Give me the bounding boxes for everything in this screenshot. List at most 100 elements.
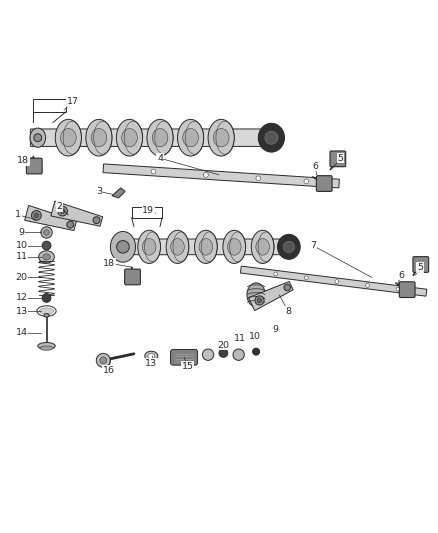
FancyBboxPatch shape xyxy=(330,151,346,167)
Circle shape xyxy=(304,276,308,280)
Ellipse shape xyxy=(213,128,229,147)
Text: 5: 5 xyxy=(417,263,423,272)
Text: 18: 18 xyxy=(18,156,29,165)
Circle shape xyxy=(204,173,208,177)
Bar xyxy=(33,99,66,111)
Polygon shape xyxy=(25,205,76,231)
Ellipse shape xyxy=(183,128,198,147)
Text: 8: 8 xyxy=(285,306,291,316)
Circle shape xyxy=(284,284,290,291)
FancyBboxPatch shape xyxy=(316,176,332,191)
Circle shape xyxy=(34,213,39,218)
Circle shape xyxy=(366,284,369,287)
Ellipse shape xyxy=(152,128,168,147)
Ellipse shape xyxy=(39,251,54,263)
Ellipse shape xyxy=(122,128,138,147)
Text: 18: 18 xyxy=(103,259,115,268)
Text: 7: 7 xyxy=(310,241,316,250)
Ellipse shape xyxy=(55,119,81,156)
FancyBboxPatch shape xyxy=(399,282,415,297)
Ellipse shape xyxy=(251,230,274,263)
Text: 12: 12 xyxy=(16,294,28,302)
Circle shape xyxy=(257,298,262,303)
FancyBboxPatch shape xyxy=(116,239,290,255)
Text: 13: 13 xyxy=(16,306,28,316)
Circle shape xyxy=(283,241,294,253)
Text: 4: 4 xyxy=(157,154,163,163)
Text: 13: 13 xyxy=(145,359,157,368)
Ellipse shape xyxy=(148,353,155,359)
Ellipse shape xyxy=(145,351,158,361)
Ellipse shape xyxy=(39,308,54,314)
Ellipse shape xyxy=(30,128,46,147)
Ellipse shape xyxy=(208,119,234,156)
Circle shape xyxy=(265,131,278,144)
Circle shape xyxy=(335,280,339,284)
Circle shape xyxy=(253,348,260,355)
Ellipse shape xyxy=(44,313,49,317)
Polygon shape xyxy=(112,188,125,198)
Text: 6: 6 xyxy=(312,161,318,171)
FancyBboxPatch shape xyxy=(26,158,42,174)
Circle shape xyxy=(67,221,74,228)
Polygon shape xyxy=(240,266,427,296)
Circle shape xyxy=(100,357,107,364)
Circle shape xyxy=(396,287,400,291)
FancyBboxPatch shape xyxy=(170,350,198,365)
Circle shape xyxy=(117,240,129,253)
Text: 20: 20 xyxy=(16,273,28,282)
Ellipse shape xyxy=(38,343,55,350)
Bar xyxy=(132,207,162,217)
FancyBboxPatch shape xyxy=(413,257,429,272)
Ellipse shape xyxy=(194,230,217,263)
Ellipse shape xyxy=(86,119,112,156)
Text: 1: 1 xyxy=(15,211,21,220)
Ellipse shape xyxy=(60,128,76,147)
FancyBboxPatch shape xyxy=(125,269,140,285)
Ellipse shape xyxy=(138,230,160,263)
Circle shape xyxy=(96,353,110,367)
Text: 11: 11 xyxy=(234,334,246,343)
Circle shape xyxy=(255,296,264,305)
Ellipse shape xyxy=(177,119,204,156)
Polygon shape xyxy=(103,164,339,188)
Circle shape xyxy=(256,176,261,181)
Ellipse shape xyxy=(278,235,300,260)
Polygon shape xyxy=(51,201,102,226)
Text: 10: 10 xyxy=(249,332,261,341)
Text: 14: 14 xyxy=(16,328,28,337)
Circle shape xyxy=(34,134,42,142)
Ellipse shape xyxy=(117,119,143,156)
Text: 11: 11 xyxy=(16,253,28,261)
Ellipse shape xyxy=(247,283,265,307)
Ellipse shape xyxy=(258,123,285,152)
Text: 15: 15 xyxy=(182,361,194,370)
Ellipse shape xyxy=(110,231,135,262)
Ellipse shape xyxy=(91,128,107,147)
Text: 19: 19 xyxy=(142,206,154,215)
Circle shape xyxy=(32,211,41,220)
Circle shape xyxy=(41,227,52,238)
Text: 16: 16 xyxy=(103,366,115,375)
Circle shape xyxy=(202,349,214,360)
Circle shape xyxy=(42,294,51,302)
Text: 6: 6 xyxy=(399,271,405,280)
Circle shape xyxy=(304,179,309,184)
Circle shape xyxy=(219,349,228,357)
Ellipse shape xyxy=(40,346,53,350)
Circle shape xyxy=(58,206,67,216)
Text: 9: 9 xyxy=(272,325,278,334)
Circle shape xyxy=(60,208,65,214)
Circle shape xyxy=(93,217,100,224)
Ellipse shape xyxy=(166,230,189,263)
Ellipse shape xyxy=(199,239,213,255)
Text: 10: 10 xyxy=(16,241,28,250)
Text: 5: 5 xyxy=(337,154,343,163)
Text: 2: 2 xyxy=(57,202,63,211)
Text: 3: 3 xyxy=(96,187,102,196)
Circle shape xyxy=(44,230,49,235)
Ellipse shape xyxy=(227,239,241,255)
Circle shape xyxy=(42,241,51,250)
Ellipse shape xyxy=(171,239,184,255)
Polygon shape xyxy=(248,281,293,311)
